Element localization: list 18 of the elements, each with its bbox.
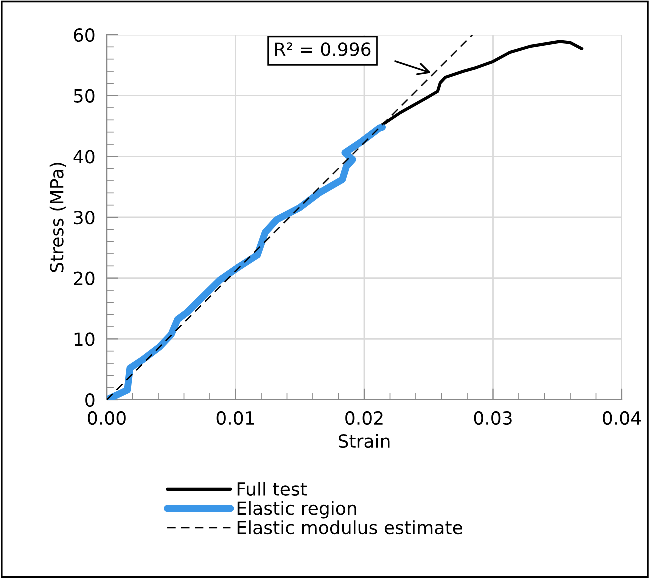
y-axis-title: Stress (MPa)	[50, 163, 66, 272]
annotation: R² = 0.996	[276, 42, 371, 56]
x-tick-label: 0.04	[603, 411, 642, 426]
legend-label: Full test	[238, 482, 307, 496]
x-tick-label: 0.03	[474, 411, 512, 426]
x-axis-title: Strain	[338, 434, 390, 448]
y-tick-label: 60	[74, 28, 95, 42]
y-tick-label: 10	[74, 332, 95, 346]
y-tick-label: 30	[74, 210, 95, 225]
y-tick-label: 40	[74, 150, 95, 164]
x-tick-label: 0.01	[216, 411, 254, 426]
y-tick-label: 50	[74, 89, 95, 103]
x-tick-label: 0.02	[346, 411, 383, 426]
y-tick-label: 20	[74, 272, 95, 286]
legend-label: Elastic modulus estimate	[238, 520, 462, 535]
y-tick-label: 0	[86, 393, 95, 408]
legend-label: Elastic region	[238, 501, 356, 519]
x-tick-label: 0.00	[88, 411, 126, 426]
